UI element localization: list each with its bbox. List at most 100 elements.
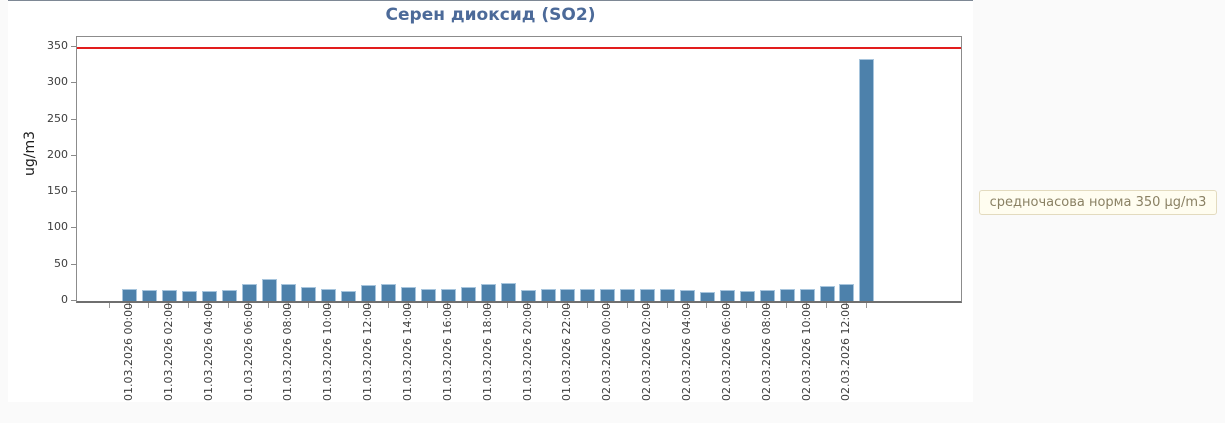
x-tick-mark [706,303,708,308]
bar[interactable] [520,290,536,301]
y-tick-label: 300 [47,75,68,89]
bar[interactable] [560,288,576,301]
x-tick-label: 01.03.2026 20:00 [520,302,534,401]
bar[interactable] [640,289,656,301]
bar[interactable] [480,283,496,301]
bar[interactable] [122,289,137,301]
y-tick-mark [71,46,76,48]
x-tick-label: 01.03.2026 02:00 [161,302,175,401]
y-tick-label: 0 [61,293,68,306]
x-tick-mark [826,303,828,308]
x-tick-mark [188,303,190,308]
bar[interactable] [759,290,775,301]
bar[interactable] [401,287,417,301]
x-tick-mark [208,303,210,308]
bar[interactable] [660,289,676,301]
x-tick-mark [586,303,588,308]
x-tick-mark [845,303,847,308]
bar[interactable] [779,289,795,301]
x-tick-label: 01.03.2026 08:00 [281,302,295,401]
bar[interactable] [161,290,177,301]
x-tick-mark [287,303,289,308]
x-tick-mark [148,303,150,308]
x-tick-label: 01.03.2026 10:00 [321,302,335,401]
bar[interactable] [261,279,277,301]
bar[interactable] [241,283,257,301]
bar[interactable] [580,288,596,301]
y-tick-mark [71,118,76,120]
bar[interactable] [799,288,815,301]
x-tick-mark [626,303,628,308]
bar[interactable] [460,287,476,301]
x-tick-label: 01.03.2026 18:00 [480,302,494,401]
x-tick-mark [566,303,568,308]
x-tick-mark [666,303,668,308]
x-tick-label: 01.03.2026 04:00 [201,302,215,401]
x-tick-mark [527,303,529,308]
x-tick-mark [427,303,429,308]
x-tick-mark [467,303,469,308]
norm-line [77,47,961,50]
bar[interactable] [281,283,297,301]
bar[interactable] [859,59,875,301]
bar[interactable] [719,290,735,301]
bar[interactable] [361,285,377,301]
bar[interactable] [680,290,696,301]
y-tick-mark [71,191,76,193]
x-tick-label: 02.03.2026 10:00 [799,302,813,401]
x-tick-label: 01.03.2026 00:00 [122,302,135,401]
y-tick-label: 150 [47,184,68,198]
bar[interactable] [500,282,516,301]
x-tick-mark [128,303,130,308]
x-tick-label: 01.03.2026 06:00 [241,302,255,401]
bar[interactable] [301,286,317,301]
bar[interactable] [341,290,357,301]
x-tick-mark [686,303,688,308]
bar[interactable] [620,289,636,301]
y-tick-mark [71,227,76,229]
bar[interactable] [321,289,337,301]
bar[interactable] [699,291,715,301]
bar[interactable] [181,290,197,301]
y-tick-label: 50 [54,256,68,270]
x-tick-mark [367,303,369,308]
bar[interactable] [819,285,835,301]
bar[interactable] [141,290,157,301]
bar[interactable] [440,289,456,301]
chart-panel: Серен диоксид (SO2) ug/m3 0 50 100 150 200 25… [8,0,973,402]
bar[interactable] [839,284,855,301]
x-tick-mark [865,303,867,308]
x-tick-label: 02.03.2026 02:00 [640,302,654,401]
x-tick-mark [168,303,170,308]
plot-inner [77,37,961,301]
x-tick-mark [228,303,230,308]
bar[interactable] [221,290,237,301]
x-tick-mark [646,303,648,308]
x-tick-label: 01.03.2026 22:00 [560,302,574,401]
y-tick-mark [71,263,76,265]
x-tick-mark [487,303,489,308]
x-tick-mark [726,303,728,308]
x-tick-mark [407,303,409,308]
y-tick-label: 100 [47,220,68,234]
x-tick-mark [248,303,250,308]
y-tick-label: 200 [47,147,68,161]
bar[interactable] [201,290,217,301]
x-tick-mark [307,303,309,308]
x-tick-mark [447,303,449,308]
bar[interactable] [739,290,755,301]
plot-area [76,36,962,303]
x-tick-mark [507,303,509,308]
x-tick-label: 01.03.2026 16:00 [440,302,454,401]
x-tick-mark [268,303,269,308]
bar[interactable] [540,288,556,301]
bar[interactable] [420,289,436,301]
bar[interactable] [600,289,616,301]
chart-title: Серен диоксид (SO2) [385,5,596,25]
bar[interactable] [381,284,397,301]
x-tick-mark [806,303,808,308]
x-tick-label: 01.03.2026 12:00 [361,302,375,401]
x-tick-label: 02.03.2026 00:00 [600,302,614,401]
x-tick-label: 02.03.2026 08:00 [759,302,773,401]
x-tick-mark [547,303,549,308]
